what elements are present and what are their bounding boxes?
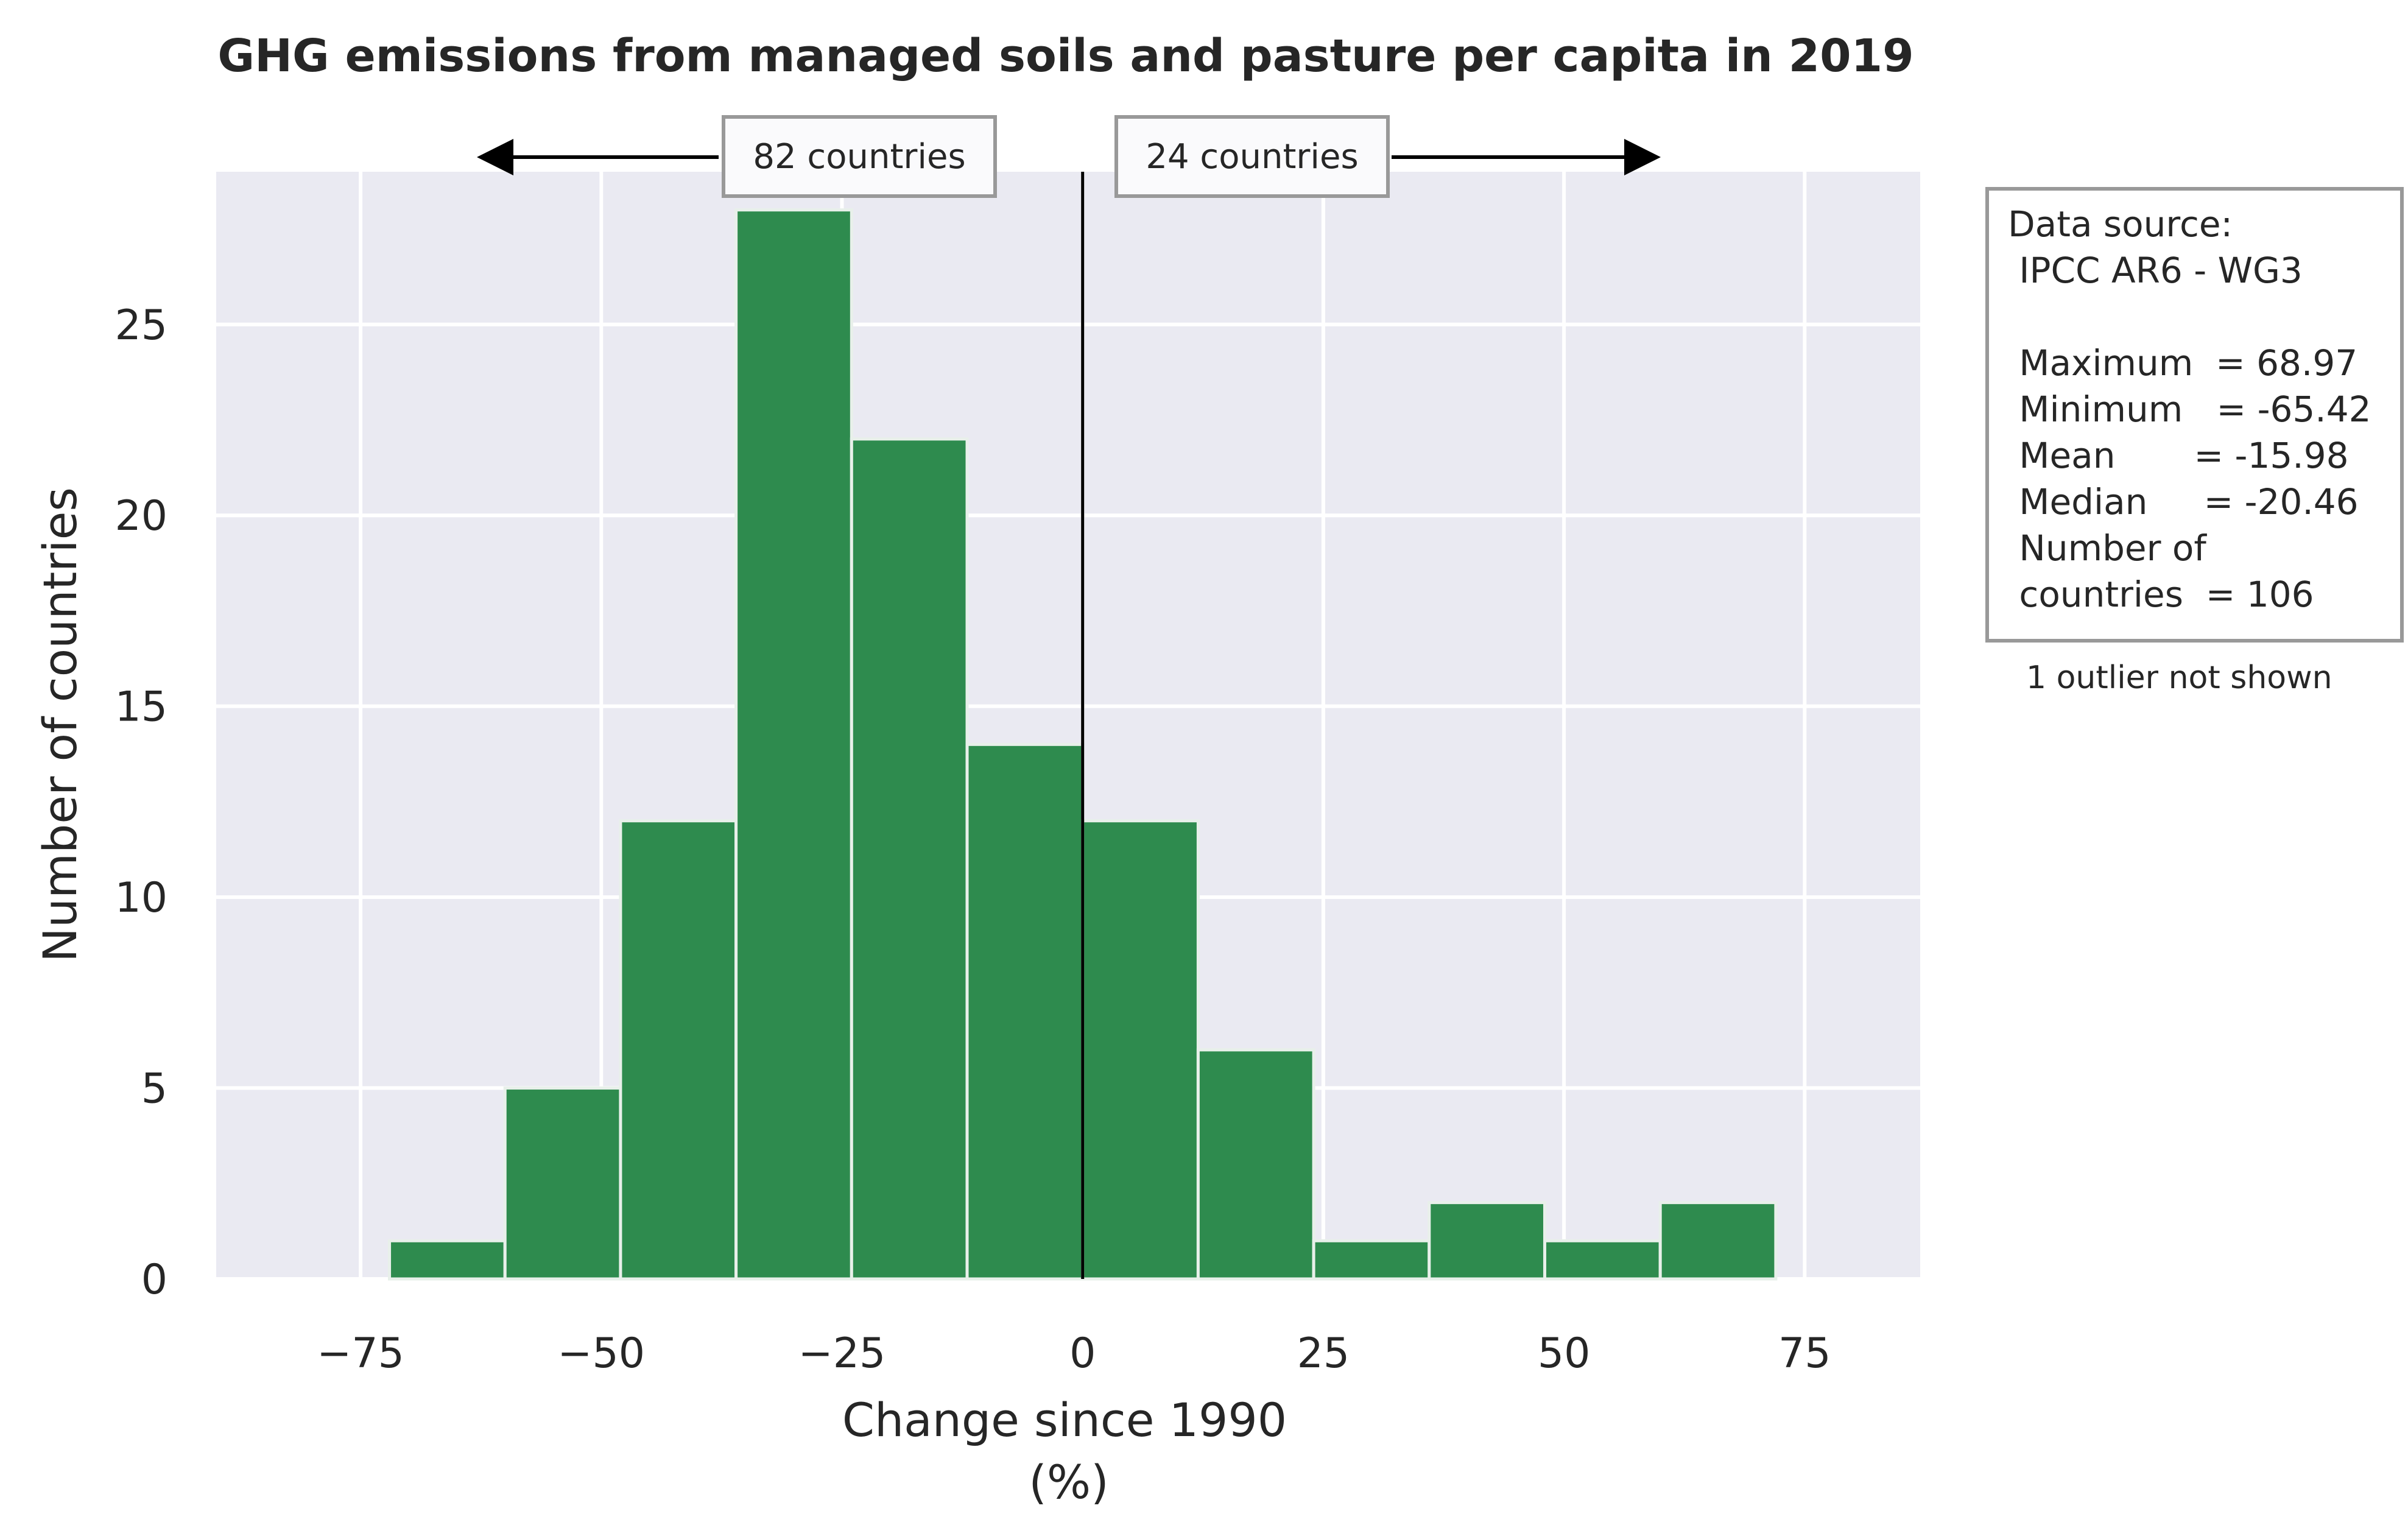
- x-axis-label: Change since 1990: [842, 1393, 1287, 1447]
- info-box-line: Number of: [2008, 527, 2207, 569]
- info-box-line: Median = -20.46: [2008, 481, 2359, 523]
- x-tick-label: 75: [1778, 1329, 1831, 1378]
- y-tick-label: 20: [114, 492, 167, 540]
- x-axis-unit-label: (%): [1029, 1455, 1109, 1509]
- histogram-bar: [619, 819, 738, 1281]
- histogram-bar: [850, 437, 969, 1281]
- right-count-box: [1114, 115, 1390, 198]
- y-axis-label: Number of countries: [33, 487, 87, 962]
- info-box: [1985, 187, 2404, 643]
- info-box-line: IPCC AR6 - WG3: [2008, 250, 2303, 291]
- x-tick-label: −75: [317, 1329, 404, 1378]
- histogram-bar: [1658, 1201, 1778, 1281]
- x-tick-label: 0: [1069, 1329, 1096, 1378]
- info-box-line: Mean = -15.98: [2008, 435, 2349, 476]
- outlier-note: 1 outlier not shown: [2026, 660, 2332, 696]
- histogram-bar: [734, 208, 853, 1281]
- histogram-bar: [1081, 819, 1200, 1281]
- histogram-bar: [1428, 1201, 1546, 1281]
- x-tick-label: −50: [558, 1329, 646, 1378]
- y-tick-label: 25: [114, 301, 167, 350]
- histogram-bar: [1312, 1239, 1431, 1281]
- left-count-label: 82 countries: [753, 137, 965, 177]
- y-tick-label: 0: [141, 1256, 167, 1304]
- info-box-line: Minimum = -65.42: [2008, 389, 2371, 430]
- histogram-bar: [388, 1239, 507, 1281]
- x-tick-label: −25: [798, 1329, 886, 1378]
- left-count-box: [722, 115, 997, 198]
- histogram-bar: [965, 742, 1085, 1281]
- histogram-bars: [388, 208, 1778, 1281]
- info-box-lines: Data source: IPCC AR6 - WG3 Maximum = 68…: [2008, 203, 2371, 615]
- histogram-bar: [1543, 1239, 1662, 1281]
- x-tick-labels: −75 −50 −25 0 25 50 75: [317, 1329, 1831, 1378]
- y-tick-label: 10: [114, 874, 167, 922]
- y-tick-label: 15: [114, 683, 167, 731]
- info-box-line: Maximum = 68.97: [2008, 342, 2357, 384]
- info-box-line: countries = 106: [2008, 574, 2314, 615]
- chart-title: GHG emissions from managed soils and pas…: [217, 30, 1913, 82]
- histogram-bar: [503, 1086, 622, 1281]
- info-box-line: Data source:: [2008, 203, 2233, 245]
- x-tick-label: 50: [1538, 1329, 1591, 1378]
- right-count-label: 24 countries: [1146, 137, 1358, 177]
- histogram-bar: [1196, 1048, 1315, 1281]
- y-tick-label: 5: [141, 1065, 167, 1113]
- x-tick-label: 25: [1297, 1329, 1350, 1378]
- y-tick-labels: 0 5 10 15 20 25: [114, 301, 167, 1304]
